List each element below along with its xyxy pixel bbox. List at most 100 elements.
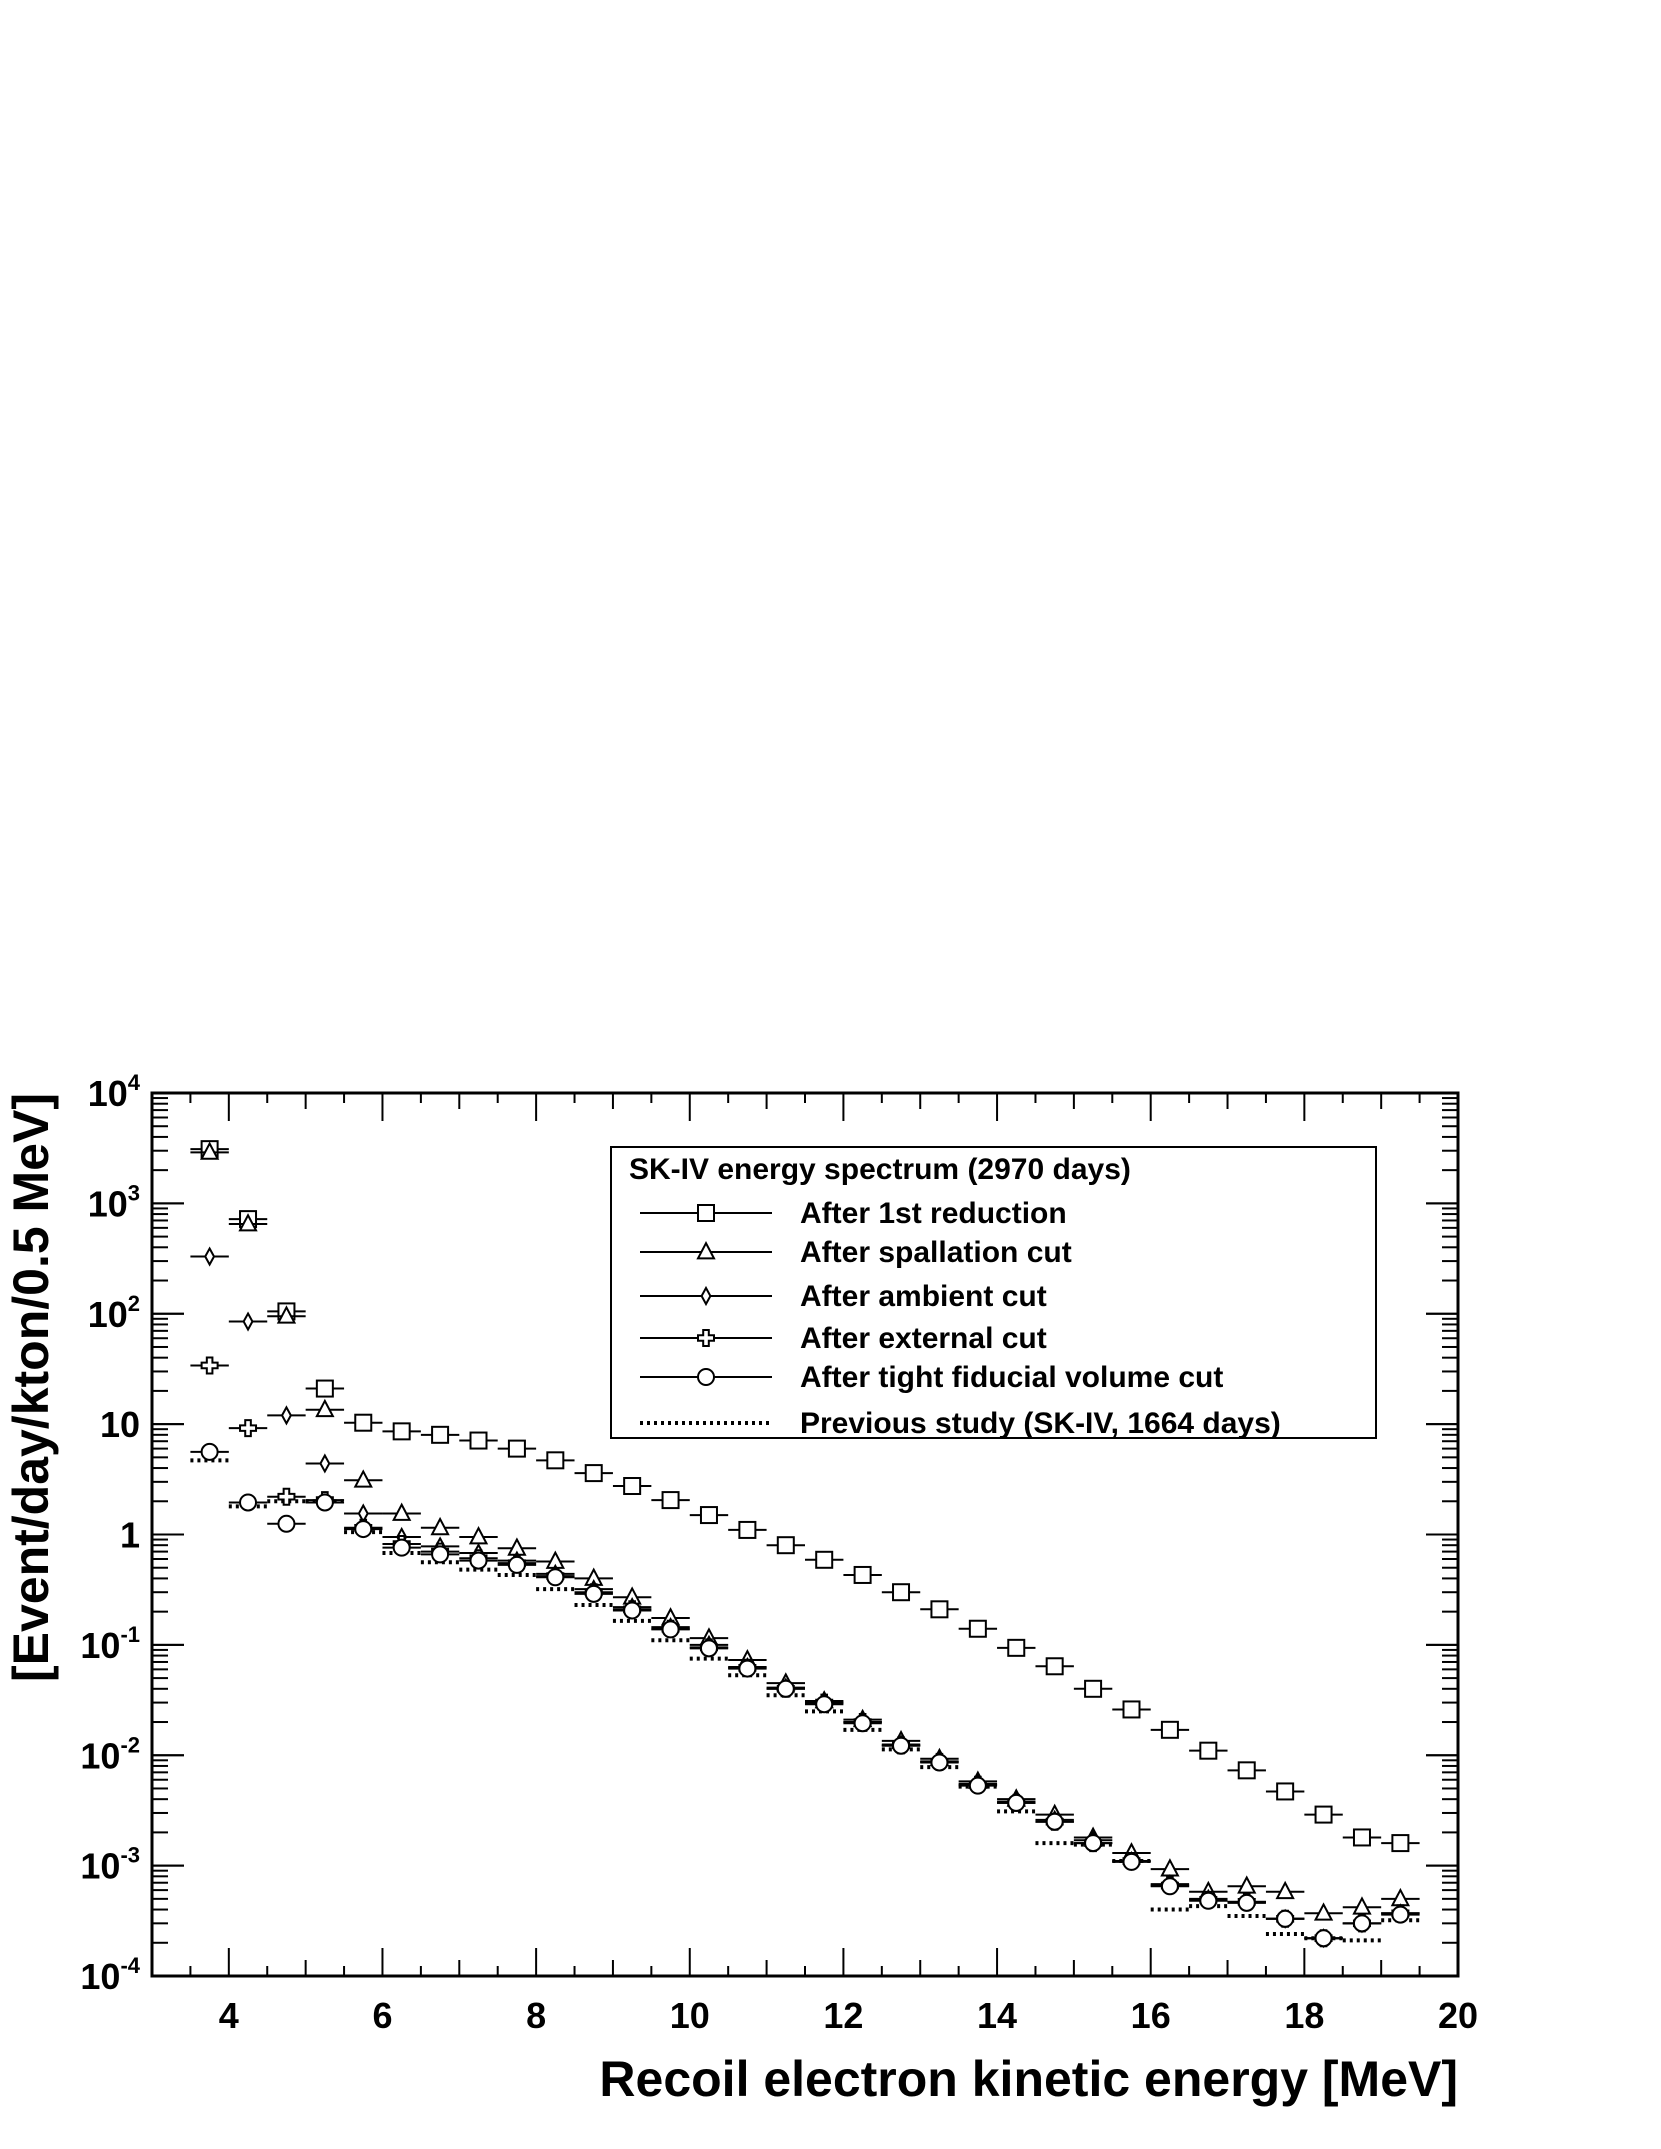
x-tick-label: 12 (823, 1995, 863, 2036)
data-point-triangle (392, 1502, 412, 1521)
data-point-circle (699, 1639, 718, 1658)
y-tick-exponent: 2 (128, 1291, 140, 1316)
data-point-circle (431, 1545, 450, 1564)
data-point-circle (1352, 1914, 1371, 1933)
data-point-circle (892, 1736, 911, 1755)
x-tick-label: 10 (670, 1995, 710, 2036)
data-point-square (1199, 1741, 1218, 1760)
x-tick-label: 20 (1438, 1995, 1478, 2036)
y-tick-base: 10 (80, 1625, 120, 1666)
data-point-square (623, 1477, 642, 1496)
data-point-square (1391, 1834, 1410, 1853)
data-point-circle (776, 1679, 795, 1698)
legend-entry: After spallation cut (640, 1236, 1072, 1269)
y-tick-base: 1 (120, 1515, 140, 1556)
data-point-square (930, 1600, 949, 1619)
data-point-square (661, 1491, 680, 1510)
data-point-square (815, 1550, 834, 1569)
y-tick-exponent: 4 (128, 1070, 141, 1095)
legend-label: After 1st reduction (800, 1197, 1067, 1230)
y-tick-base: 10 (80, 1846, 120, 1887)
data-point-triangle (430, 1516, 450, 1536)
data-point-square (1237, 1761, 1256, 1780)
data-point-diamond (242, 1311, 254, 1332)
y-axis-title: [Event/day/kton/0.5 MeV] (3, 1093, 59, 1682)
x-tick-label: 14 (977, 1995, 1017, 2036)
data-point-circle (1199, 1891, 1218, 1910)
y-tick-base: 10 (80, 1956, 120, 1997)
y-tick-base: 10 (88, 1183, 128, 1224)
data-point-triangle (199, 1141, 220, 1160)
data-point-triangle (1313, 1902, 1334, 1921)
legend-entry: After tight fiducial volume cut (640, 1361, 1223, 1394)
data-point-square (1007, 1638, 1026, 1657)
data-point-circle (1045, 1812, 1064, 1831)
y-tick-base: 10 (88, 1294, 128, 1335)
data-point-square (968, 1619, 987, 1638)
data-point-circle (507, 1555, 526, 1574)
data-point-square (431, 1425, 450, 1444)
x-tick-label: 18 (1284, 1995, 1324, 2036)
y-tick-base: 10 (88, 1073, 128, 1114)
data-point-circle (661, 1620, 680, 1639)
data-point-square (1276, 1782, 1295, 1801)
data-point-circle (277, 1514, 296, 1533)
data-point-circle (546, 1568, 565, 1587)
legend-box (610, 1146, 1377, 1439)
x-axis-title: Recoil electron kinetic energy [MeV] (599, 2051, 1458, 2107)
legend-marker-circle (697, 1368, 715, 1386)
data-point-triangle (353, 1469, 373, 1488)
y-tick-exponent: -4 (120, 1953, 140, 1978)
data-point-circle (1391, 1905, 1410, 1924)
legend-marker-diamond (700, 1285, 712, 1307)
y-tick-label: 10 (100, 1404, 140, 1445)
data-point-diamond (280, 1405, 292, 1426)
data-point-circle (623, 1601, 642, 1620)
legend-entry: After ambient cut (640, 1280, 1047, 1313)
data-point-diamond (319, 1453, 331, 1474)
data-point-square (1045, 1657, 1064, 1676)
data-point-square (699, 1506, 718, 1525)
x-axis: 4 6 8 10 12 14 16 18 20 (151, 1093, 1478, 2036)
series-4 (190, 1442, 1420, 1948)
data-point-triangle (276, 1305, 297, 1324)
x-tick-label: 16 (1131, 1995, 1171, 2036)
legend-title: SK-IV energy spectrum (2970 days) (629, 1153, 1131, 1186)
data-point-triangle (1275, 1880, 1295, 1900)
data-point-circle (1084, 1834, 1103, 1853)
legend-marker-square (697, 1204, 715, 1222)
legend-entry: Previous study (SK-IV, 1664 days) (640, 1407, 1281, 1440)
legend-entry: After external cut (640, 1322, 1047, 1355)
data-point-square (546, 1451, 565, 1470)
data-point-square (1352, 1828, 1371, 1847)
data-point-circle (853, 1714, 872, 1733)
data-point-circle (738, 1659, 757, 1678)
data-point-circle (239, 1493, 258, 1512)
data-point-circle (1007, 1793, 1026, 1812)
data-point-cross (200, 1356, 219, 1375)
data-point-triangle (238, 1213, 258, 1232)
plot-area (190, 1140, 1420, 1949)
x-tick-label: 6 (372, 1995, 392, 2036)
data-point-diamond (204, 1246, 216, 1267)
data-point-square (1084, 1679, 1103, 1698)
y-tick-label: 10-1 (80, 1622, 140, 1666)
data-point-square (892, 1583, 911, 1602)
x-tick-label: 8 (526, 1995, 546, 2036)
data-point-circle (315, 1493, 334, 1512)
y-tick-label: 103 (88, 1180, 140, 1224)
legend-label: After tight fiducial volume cut (800, 1361, 1223, 1394)
data-point-circle (815, 1695, 834, 1714)
y-tick-label: 10-2 (80, 1732, 140, 1776)
data-point-circle (1314, 1929, 1333, 1948)
y-tick-label: 104 (88, 1070, 141, 1114)
legend-label: Previous study (SK-IV, 1664 days) (800, 1407, 1281, 1440)
legend-marker-triangle (696, 1241, 716, 1260)
legend-label: After spallation cut (800, 1236, 1072, 1269)
data-point-square (776, 1536, 795, 1555)
data-point-circle (1160, 1877, 1179, 1896)
data-point-circle (968, 1776, 987, 1795)
y-tick-base: 10 (80, 1735, 120, 1776)
data-point-square (738, 1520, 757, 1539)
